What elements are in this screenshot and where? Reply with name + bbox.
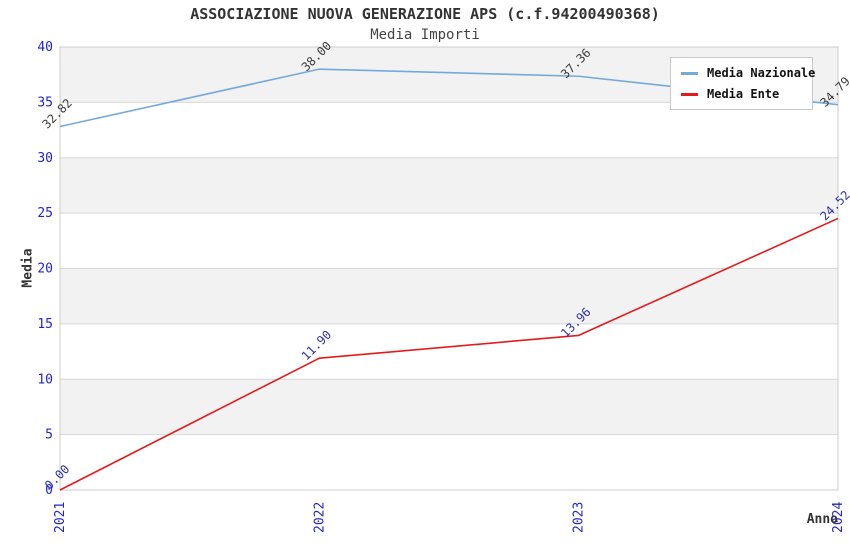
media-nazionale-line-swatch xyxy=(681,71,698,75)
plot-band xyxy=(60,157,838,214)
legend-label-media-ente: Media Ente xyxy=(707,87,780,101)
x-axis-label: Anno xyxy=(806,512,838,527)
legend-item-media-ente: Media Ente xyxy=(681,87,812,101)
y-tick-label: 25 xyxy=(37,206,53,221)
plot-border xyxy=(59,46,839,491)
y-tick-label: 35 xyxy=(37,95,53,110)
plot-band xyxy=(60,323,838,380)
plot-band xyxy=(60,379,838,435)
chart-title: ASSOCIAZIONE NUOVA GENERAZIONE APS (c.f.… xyxy=(190,5,660,23)
y-tick-label: 15 xyxy=(37,317,53,332)
x-tick-label: 2022 xyxy=(312,502,327,533)
legend-label-media-nazionale: Media Nazionale xyxy=(707,66,816,80)
y-tick-label: 5 xyxy=(45,428,53,443)
media-ente-line-swatch xyxy=(681,92,698,96)
legend: Media Nazionale Media Ente xyxy=(670,57,816,110)
plot-band xyxy=(60,434,838,490)
plot-band xyxy=(60,102,838,158)
chart-subtitle: Media Importi xyxy=(370,27,480,43)
plot-band xyxy=(60,213,838,269)
y-tick-label: 0 xyxy=(45,483,53,498)
x-tick-label: 2024 xyxy=(831,502,846,533)
y-tick-label: 10 xyxy=(37,372,53,387)
x-tick-label: 2021 xyxy=(53,502,68,533)
media-ente-line xyxy=(59,217,839,491)
plot-band xyxy=(60,268,838,324)
x-tick-label: 2023 xyxy=(572,502,587,533)
y-tick-label: 20 xyxy=(37,262,53,277)
legend-item-media-nazionale: Media Nazionale xyxy=(681,66,816,80)
y-axis-label: Media xyxy=(20,248,36,288)
y-tick-label: 30 xyxy=(37,151,53,166)
y-tick-label: 40 xyxy=(37,40,53,55)
